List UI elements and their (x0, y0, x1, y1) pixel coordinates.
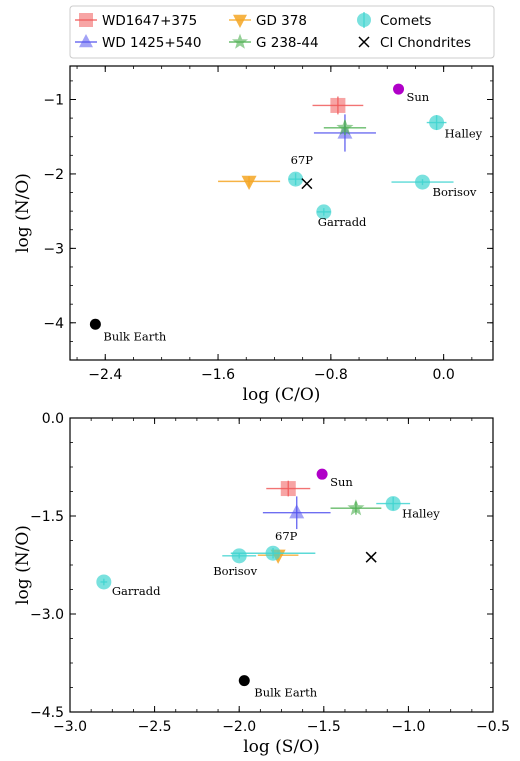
x-axis-label: log (C/O) (243, 385, 321, 405)
legend-entry-wd1647-375: WD1647+375 (75, 13, 197, 29)
data-point-borisov: Borisov (213, 548, 258, 578)
data-point-sun: Sun (393, 83, 430, 104)
data-point-halley: Halley (376, 496, 440, 521)
y-tick-label: −4.5 (30, 705, 64, 721)
data-point-wd-1425-540 (262, 496, 331, 530)
plot-frame (69, 65, 494, 361)
marker-wd1647-375 (280, 481, 296, 497)
x-tick-label: −1.6 (201, 367, 235, 383)
marker-g-238-44 (347, 499, 365, 516)
marker-67p (265, 545, 281, 561)
data-point-borisov: Borisov (391, 174, 477, 199)
x-tick-label: −2.4 (88, 367, 122, 383)
data-point-wd1647-375 (266, 480, 311, 497)
data-point-halley: Halley (426, 115, 483, 141)
point-label-garradd: Garradd (318, 215, 367, 229)
y-tick-label: −1 (43, 92, 64, 108)
marker-wd1647-375 (330, 97, 346, 113)
plot-frame (69, 417, 494, 713)
marker-garradd (96, 574, 112, 590)
data-point-ci-chondrites (301, 178, 313, 190)
point-label-sun: Sun (407, 90, 430, 104)
point-label-halley: Halley (445, 127, 483, 141)
legend-marker-g-238-44 (232, 33, 248, 49)
marker-bulk-earth (89, 318, 101, 330)
marker-67p (288, 171, 304, 187)
data-point-g-238-44 (330, 499, 382, 516)
y-tick-label: −1.5 (30, 509, 64, 525)
x-tick-label: −1.0 (391, 719, 425, 735)
legend-label-gd-378: GD 378 (256, 13, 307, 29)
x-tick-label: −0.8 (314, 367, 348, 383)
x-tick-label: −0.5 (476, 719, 510, 735)
legend-marker-ci-chondrites (358, 36, 370, 48)
x-tick-label: −1.5 (307, 719, 341, 735)
y-tick-label: −3 (43, 241, 64, 257)
legend-entry-gd-378: GD 378 (229, 13, 307, 29)
x-tick-label: −3.0 (53, 719, 87, 735)
marker-halley (385, 496, 401, 512)
marker-gd-378 (241, 175, 257, 190)
point-label-67p: 67P (275, 529, 298, 543)
marker-g-238-44 (336, 118, 354, 136)
marker-halley (429, 115, 445, 131)
y-axis-label: log (N/O) (13, 525, 33, 605)
data-point-garradd: Garradd (316, 204, 367, 229)
legend-marker-gd-378 (233, 14, 247, 29)
point-label-bulk-earth: Bulk Earth (254, 686, 318, 700)
y-axis-label: log (N/O) (13, 173, 33, 253)
legend-entry-ci-chondrites: CI Chondrites (358, 35, 471, 51)
legend-label-g-238-44: G 238-44 (256, 35, 319, 51)
point-label-67p: 67P (291, 153, 314, 167)
legend-label-wd1647-375: WD1647+375 (102, 13, 197, 29)
y-tick-label: 0.0 (42, 411, 64, 427)
marker-wd-1425-540 (289, 504, 305, 519)
legend-label-wd-1425-540: WD 1425+540 (102, 35, 201, 51)
point-label-bulk-earth: Bulk Earth (103, 329, 167, 343)
marker-garradd (316, 204, 332, 220)
top-scatter-panel: −2.4 −1.6 −0.8 0.0 −4 −3 −2 −1 log (C/O) log (N/O… (13, 65, 494, 405)
legend-entry-comets: Comets (357, 12, 431, 29)
marker-sun (393, 83, 405, 95)
legend-entry-g-238-44: G 238-44 (229, 33, 319, 51)
bottom-scatter-panel: −3.0 −2.5 −2.0 −1.5 −1.0 −0.5−4.5−3.0−1.50.0l… (13, 411, 510, 757)
point-label-borisov: Borisov (213, 564, 257, 578)
data-point-67p: 67P (288, 153, 313, 187)
data-point-bulk-earth: Bulk Earth (89, 318, 167, 343)
x-tick-label: −2.5 (138, 719, 172, 735)
marker-sun (316, 468, 328, 480)
marker-borisov (231, 548, 247, 564)
marker-ci-chondrites (301, 178, 313, 190)
data-point-sun: Sun (316, 468, 353, 489)
point-label-halley: Halley (402, 507, 440, 521)
legend-label-ci-chondrites: CI Chondrites (380, 35, 471, 51)
legend-label-comets: Comets (380, 13, 431, 29)
marker-ci-chondrites (365, 551, 377, 563)
marker-borisov (415, 174, 430, 190)
data-point-bulk-earth: Bulk Earth (238, 675, 318, 700)
y-tick-label: −3.0 (30, 607, 64, 623)
x-tick-label: −2.0 (222, 719, 256, 735)
data-point-gd-378 (218, 175, 281, 190)
legend-frame (69, 5, 495, 59)
y-tick-label: −2 (43, 167, 64, 183)
point-label-sun: Sun (330, 475, 353, 489)
data-point-garradd: Garradd (96, 574, 161, 598)
legend-entry-wd-1425-540: WD 1425+540 (75, 33, 201, 51)
legend-marker-wd-1425-540 (79, 33, 93, 48)
data-point-ci-chondrites (365, 551, 377, 563)
point-label-borisov: Borisov (433, 185, 477, 199)
x-tick-label: 0.0 (433, 367, 455, 383)
x-axis-label: log (S/O) (243, 737, 320, 757)
data-point-g-238-44 (323, 118, 367, 136)
marker-bulk-earth (238, 675, 250, 687)
point-label-garradd: Garradd (112, 584, 161, 598)
legend: WD1647+375 WD 1425+540 GD 378 G 238-44 Comet… (69, 5, 495, 59)
y-tick-label: −4 (43, 316, 64, 332)
data-point-wd1647-375 (312, 96, 364, 115)
